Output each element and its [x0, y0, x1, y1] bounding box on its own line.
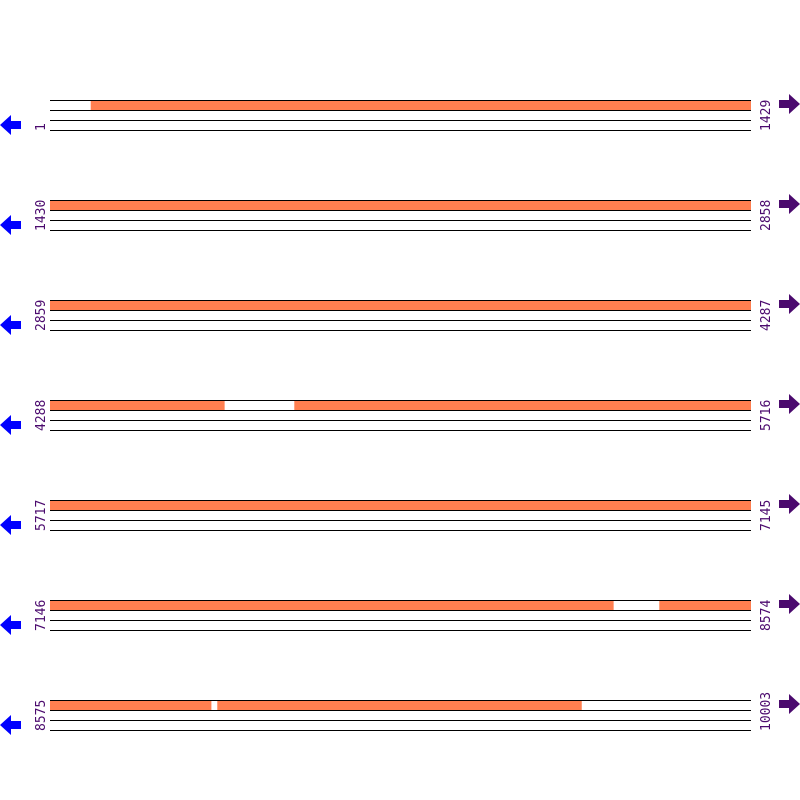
coverage-segment: [50, 300, 751, 310]
row-start-label: 4288: [34, 400, 49, 431]
coverage-segment: [50, 200, 751, 210]
arrow-left-icon[interactable]: [0, 515, 21, 535]
row-start-label: 2859: [34, 300, 49, 331]
coverage-segment: [50, 400, 225, 410]
row-end-label: 1429: [759, 100, 774, 131]
arrow-right-icon[interactable]: [779, 694, 800, 714]
row-end-label: 4287: [759, 300, 774, 331]
row-end-label: 7145: [759, 500, 774, 531]
row-start-label: 1: [34, 123, 49, 131]
coverage-segment: [50, 500, 751, 510]
arrow-right-icon[interactable]: [779, 394, 800, 414]
row-end-label: 2858: [759, 200, 774, 231]
coverage-segment: [90, 100, 752, 110]
coverage-segment: [659, 600, 751, 610]
arrow-right-icon[interactable]: [779, 494, 800, 514]
sequence-row: 8575 10003: [0, 692, 800, 735]
arrow-left-icon[interactable]: [0, 615, 21, 635]
arrow-right-icon[interactable]: [779, 94, 800, 114]
arrow-right-icon[interactable]: [779, 294, 800, 314]
row-end-label: 10003: [759, 692, 774, 731]
sequence-row: 1 1429: [0, 94, 800, 135]
arrow-left-icon[interactable]: [0, 115, 21, 135]
sequence-row: 1430 2858: [0, 194, 800, 235]
sequence-row: 5717 7145: [0, 494, 800, 535]
arrow-right-icon[interactable]: [779, 194, 800, 214]
arrow-left-icon[interactable]: [0, 215, 21, 235]
arrow-right-icon[interactable]: [779, 594, 800, 614]
row-start-label: 5717: [34, 500, 49, 531]
coverage-segment: [50, 700, 212, 710]
coverage-segment: [294, 400, 751, 410]
sequence-row: 7146 8574: [0, 594, 800, 635]
coverage-segment: [217, 700, 582, 710]
row-start-label: 7146: [34, 600, 49, 631]
row-start-label: 1430: [34, 200, 49, 231]
sequence-row: 2859 4287: [0, 294, 800, 335]
sequence-row: 4288 5716: [0, 394, 800, 435]
arrow-left-icon[interactable]: [0, 715, 21, 735]
row-end-label: 8574: [759, 600, 774, 631]
arrow-left-icon[interactable]: [0, 315, 21, 335]
coverage-segment: [50, 600, 614, 610]
row-end-label: 5716: [759, 400, 774, 431]
arrow-left-icon[interactable]: [0, 415, 21, 435]
row-start-label: 8575: [34, 700, 49, 731]
